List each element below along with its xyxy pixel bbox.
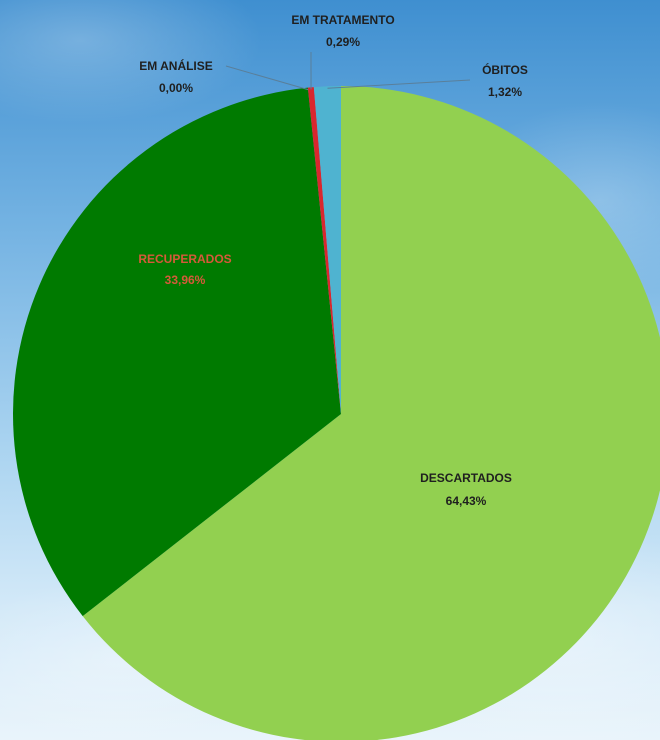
- pie-slice-recuperados: [13, 87, 342, 617]
- slice-label-recuperados: RECUPERADOS: [138, 252, 231, 266]
- pie-slices: [13, 86, 660, 740]
- value-label-descartados: 64,43%: [446, 494, 487, 508]
- leader-line: [225, 65, 309, 91]
- slice-label-obitos: ÓBITOS: [482, 62, 528, 77]
- leader-lines: [225, 51, 471, 91]
- pie-slice-em-tratamento: [307, 87, 341, 414]
- value-label-em-tratamento: 0,29%: [326, 35, 360, 49]
- pie-slice-descartados: [82, 86, 660, 740]
- slice-label-em-analise: EM ANÁLISE: [139, 58, 213, 73]
- value-label-em-analise: 0,00%: [159, 81, 193, 95]
- leader-line: [327, 79, 471, 89]
- value-label-recuperados: 33,96%: [165, 273, 206, 287]
- value-label-obitos: 1,32%: [488, 85, 522, 99]
- slice-label-descartados: DESCARTADOS: [420, 471, 512, 485]
- pie-slice-obitos: [313, 86, 341, 414]
- slice-label-em-tratamento: EM TRATAMENTO: [291, 13, 394, 27]
